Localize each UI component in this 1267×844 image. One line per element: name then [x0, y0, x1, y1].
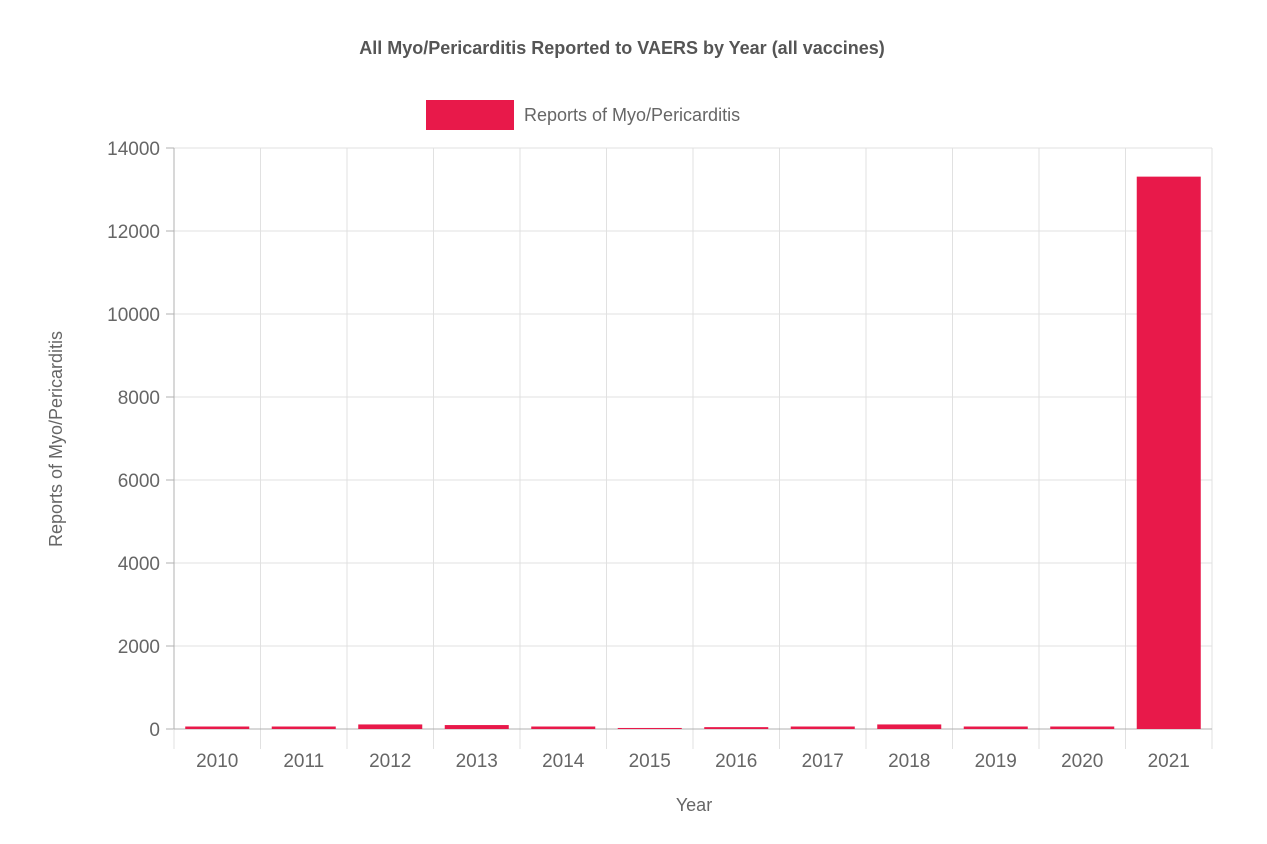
x-axis-title: Year [676, 795, 712, 815]
x-tick-label: 2013 [456, 751, 498, 772]
bar-2015[interactable] [617, 727, 682, 729]
gridlines [174, 147, 1213, 729]
chart-title: All Myo/Pericarditis Reported to VAERS b… [359, 38, 885, 58]
x-axis: 2010 2011 2012 2013 2014 2015 2016 2017 2018 2019… [173, 728, 1213, 772]
x-tick-label: 2014 [542, 751, 585, 772]
bar-2013[interactable] [444, 725, 509, 729]
y-tick-label: 2000 [118, 637, 160, 658]
y-tick-label: 10000 [107, 305, 160, 326]
y-axis: 0 2000 4000 6000 8000 10000 12000 14000 [107, 139, 175, 749]
bar-2018[interactable] [877, 724, 942, 729]
legend[interactable]: Reports of Myo/Pericarditis [426, 100, 740, 130]
bar-2020[interactable] [1050, 726, 1115, 729]
x-tick-label: 2011 [283, 751, 324, 772]
legend-label: Reports of Myo/Pericarditis [524, 105, 740, 125]
y-axis-title: Reports of Myo/Pericarditis [46, 331, 66, 547]
x-tick-label: 2016 [715, 751, 757, 772]
bar-2014[interactable] [531, 726, 596, 729]
y-tick-label: 14000 [107, 139, 160, 160]
y-tick-label: 0 [149, 720, 160, 741]
bar-2017[interactable] [790, 726, 855, 729]
x-tick-label: 2012 [369, 751, 411, 772]
bar-2021[interactable] [1136, 176, 1201, 729]
legend-swatch [426, 100, 514, 130]
bar-2019[interactable] [963, 726, 1028, 729]
bar-2016[interactable] [704, 727, 769, 729]
bar-2011[interactable] [271, 726, 336, 729]
x-tick-label: 2021 [1148, 751, 1190, 772]
y-tick-label: 8000 [118, 388, 160, 409]
x-tick-label: 2015 [629, 751, 671, 772]
y-tick-label: 6000 [118, 471, 160, 492]
bar-2012[interactable] [358, 724, 423, 729]
x-tick-label: 2020 [1061, 751, 1103, 772]
x-tick-label: 2017 [802, 751, 844, 772]
y-tick-label: 4000 [118, 554, 160, 575]
x-tick-label: 2018 [888, 751, 930, 772]
y-tick-label: 12000 [107, 222, 160, 243]
bar-series [185, 176, 1201, 729]
bar-2010[interactable] [185, 726, 250, 729]
x-tick-label: 2010 [196, 751, 238, 772]
x-tick-label: 2019 [975, 751, 1017, 772]
